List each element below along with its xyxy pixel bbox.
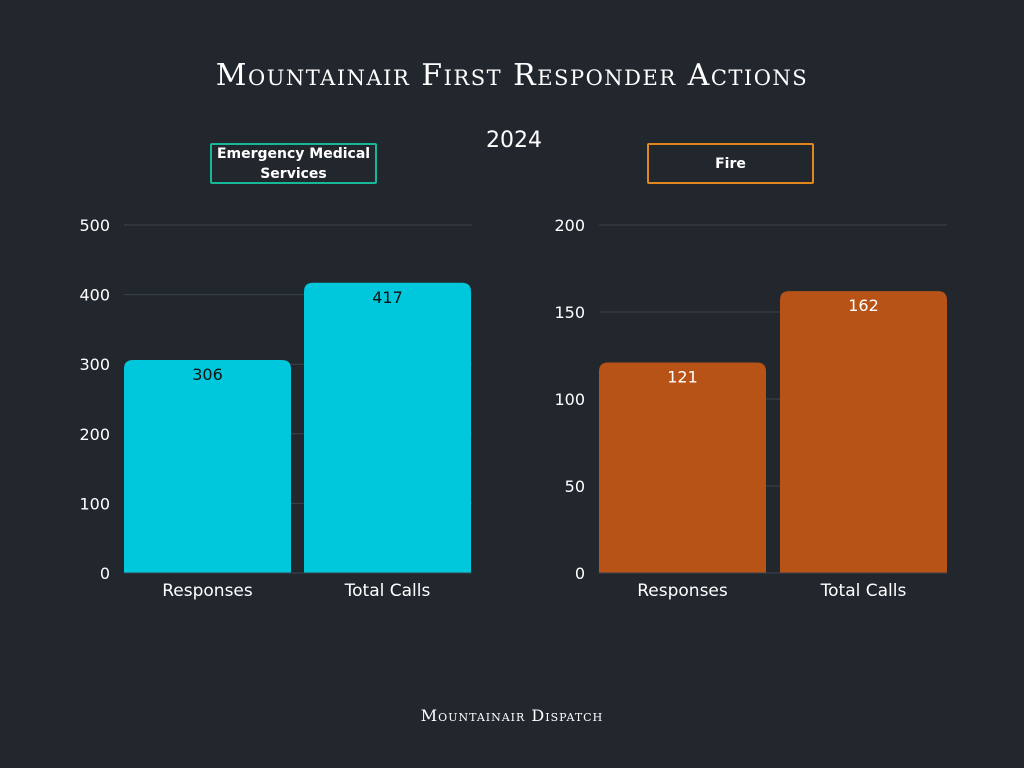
data-label: 121 — [667, 367, 698, 386]
chart-title: Mountainair First Responder Actions — [215, 58, 809, 93]
bar-total-calls — [304, 282, 471, 573]
y-tick-label: 300 — [79, 355, 110, 374]
x-category-label: Responses — [637, 581, 728, 601]
y-tick-label: 150 — [554, 303, 585, 322]
y-tick-label: 500 — [79, 216, 110, 235]
x-category-label: Total Calls — [344, 581, 431, 601]
footer-credit: Mountainair Dispatch — [420, 706, 604, 725]
x-category-label: Total Calls — [820, 581, 907, 601]
right-chart: 0 50 100 150 200 121 Responses 162 Total Calls — [554, 216, 947, 601]
data-label: 162 — [848, 296, 879, 315]
y-tick-label: 400 — [79, 286, 110, 305]
y-tick-label: 100 — [554, 390, 585, 409]
y-tick-label: 50 — [565, 477, 585, 496]
legend-ems: Emergency Medical Services — [210, 143, 377, 184]
data-label: 306 — [192, 365, 223, 384]
y-tick-label: 200 — [554, 216, 585, 235]
bar-total-calls — [780, 291, 947, 573]
y-tick-label: 0 — [100, 564, 110, 583]
x-category-label: Responses — [162, 581, 253, 601]
y-tick-label: 100 — [79, 494, 110, 513]
legend-fire: Fire — [647, 143, 814, 184]
chart-subtitle-year: 2024 — [486, 128, 542, 153]
left-chart: 0 100 200 300 400 500 306 Responses 417 Total Cal… — [79, 216, 472, 601]
bar-responses — [599, 362, 766, 573]
y-tick-label: 0 — [575, 564, 585, 583]
data-label: 417 — [372, 288, 403, 307]
bar-responses — [124, 360, 291, 573]
y-tick-label: 200 — [79, 425, 110, 444]
